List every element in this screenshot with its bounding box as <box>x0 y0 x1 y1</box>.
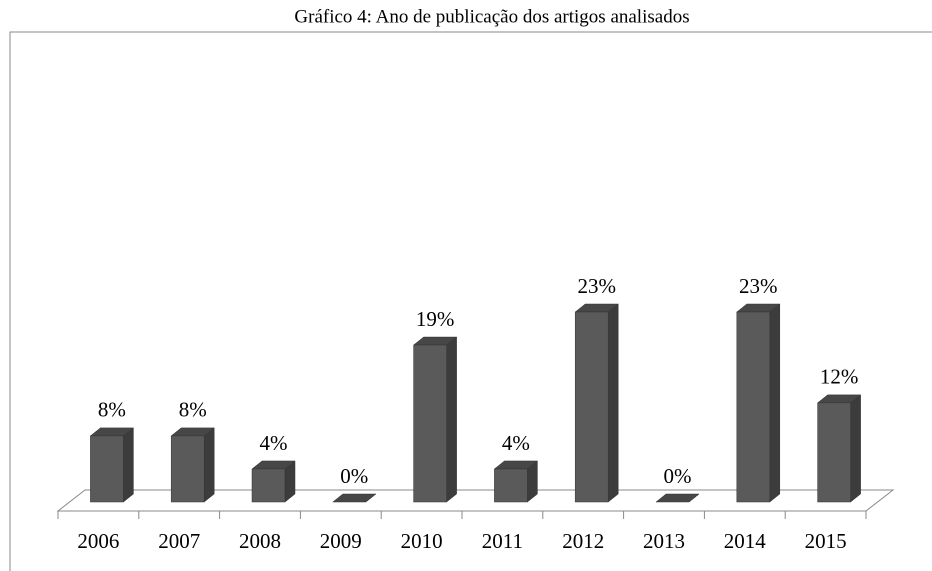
bar <box>251 468 286 503</box>
x-tick-label: 2006 <box>77 529 119 553</box>
x-tick-label: 2014 <box>724 529 767 553</box>
value-label: 0% <box>664 464 692 488</box>
bar-side <box>850 394 861 503</box>
x-tick-label: 2012 <box>562 529 604 553</box>
chart-border <box>9 31 932 571</box>
x-tick-label: 2009 <box>320 529 362 553</box>
bar <box>170 435 205 503</box>
bar <box>90 435 124 503</box>
value-label: 4% <box>502 431 530 455</box>
x-tick-label: 2015 <box>805 529 847 553</box>
x-tick-label: 2011 <box>482 529 523 553</box>
value-label: 0% <box>340 464 368 488</box>
bar <box>817 402 851 503</box>
x-tick-label: 2007 <box>158 529 200 553</box>
value-label: 23% <box>577 274 616 298</box>
chart-title: Gráfico 4: Ano de publicação dos artigos… <box>294 6 689 27</box>
value-label: 23% <box>739 274 778 298</box>
bar <box>413 344 447 503</box>
x-tick-label: 2010 <box>401 529 443 553</box>
bar-side <box>203 427 215 503</box>
value-label: 4% <box>260 431 288 455</box>
bar <box>736 311 771 503</box>
bar-side <box>446 336 457 503</box>
bar-top <box>332 493 377 503</box>
value-label: 12% <box>820 365 859 389</box>
bar-side <box>123 427 134 503</box>
value-label: 8% <box>179 398 207 422</box>
x-tick-label: 2008 <box>239 529 281 553</box>
value-label: 8% <box>98 398 126 422</box>
x-tick-label: 2013 <box>643 529 685 553</box>
bar-side <box>769 303 781 503</box>
bar-top <box>655 493 700 503</box>
bar <box>574 311 609 503</box>
value-label: 19% <box>416 307 455 331</box>
bar-side <box>607 303 619 503</box>
bar <box>494 468 528 503</box>
